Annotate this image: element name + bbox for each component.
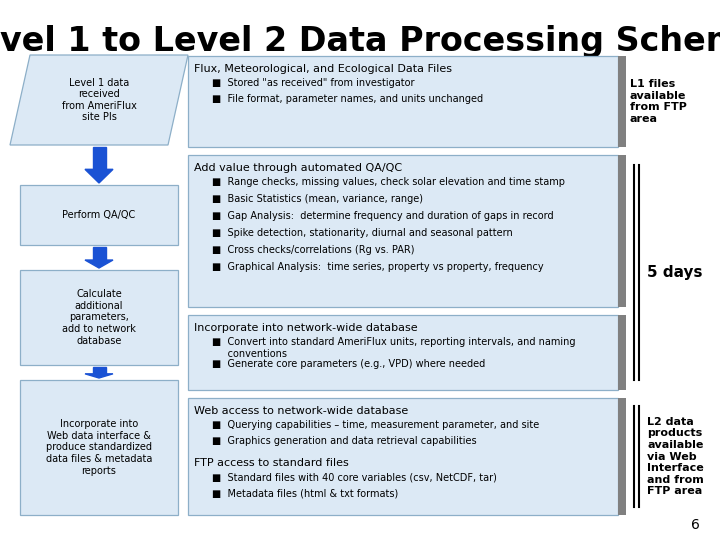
FancyBboxPatch shape xyxy=(188,398,618,515)
Text: L2 data
products
available
via Web
Interface
and from
FTP area: L2 data products available via Web Inter… xyxy=(647,417,703,496)
Text: 5 days: 5 days xyxy=(647,265,703,280)
Text: ■  Convert into standard AmeriFlux units, reporting intervals, and naming
     c: ■ Convert into standard AmeriFlux units,… xyxy=(212,337,575,359)
Polygon shape xyxy=(85,374,113,378)
Text: ■  Querying capabilities – time, measurement parameter, and site: ■ Querying capabilities – time, measurem… xyxy=(212,420,539,430)
FancyBboxPatch shape xyxy=(188,56,618,147)
Text: Level 1 data
received
from AmeriFlux
site PIs: Level 1 data received from AmeriFlux sit… xyxy=(62,78,136,123)
Text: ■  Graphics generation and data retrieval capabilities: ■ Graphics generation and data retrieval… xyxy=(212,436,477,446)
FancyBboxPatch shape xyxy=(618,398,626,515)
Text: Incorporate into network-wide database: Incorporate into network-wide database xyxy=(194,323,418,333)
FancyBboxPatch shape xyxy=(20,380,178,515)
Text: Level 1 to Level 2 Data Processing Scheme: Level 1 to Level 2 Data Processing Schem… xyxy=(0,25,720,58)
Text: ■  Gap Analysis:  determine frequency and duration of gaps in record: ■ Gap Analysis: determine frequency and … xyxy=(212,211,554,221)
FancyBboxPatch shape xyxy=(188,155,618,307)
Polygon shape xyxy=(85,260,113,268)
Text: ■  File format, parameter names, and units unchanged: ■ File format, parameter names, and unit… xyxy=(212,94,483,104)
Text: ■  Spike detection, stationarity, diurnal and seasonal pattern: ■ Spike detection, stationarity, diurnal… xyxy=(212,228,513,238)
Text: ■  Graphical Analysis:  time series, property vs property, frequency: ■ Graphical Analysis: time series, prope… xyxy=(212,262,544,272)
FancyBboxPatch shape xyxy=(618,56,626,147)
Text: ■  Generate core parameters (e.g., VPD) where needed: ■ Generate core parameters (e.g., VPD) w… xyxy=(212,359,485,369)
Text: L1 files
available
from FTP
area: L1 files available from FTP area xyxy=(630,79,687,124)
Polygon shape xyxy=(10,55,188,145)
Text: ■  Cross checks/correlations (Rg vs. PAR): ■ Cross checks/correlations (Rg vs. PAR) xyxy=(212,245,415,255)
Text: Web access to network-wide database: Web access to network-wide database xyxy=(194,406,408,416)
Text: ■  Basic Statistics (mean, variance, range): ■ Basic Statistics (mean, variance, rang… xyxy=(212,194,423,204)
Polygon shape xyxy=(85,170,113,183)
Text: ■  Stored "as received" from investigator: ■ Stored "as received" from investigator xyxy=(212,78,415,88)
Text: Flux, Meteorological, and Ecological Data Files: Flux, Meteorological, and Ecological Dat… xyxy=(194,64,452,74)
FancyBboxPatch shape xyxy=(618,155,626,307)
Text: Calculate
additional
parameters,
add to network
database: Calculate additional parameters, add to … xyxy=(62,289,136,346)
Text: Perform QA/QC: Perform QA/QC xyxy=(63,210,135,220)
Text: ■  Standard files with 40 core variables (csv, NetCDF, tar): ■ Standard files with 40 core variables … xyxy=(212,472,497,482)
Polygon shape xyxy=(92,247,106,260)
FancyBboxPatch shape xyxy=(20,185,178,245)
FancyBboxPatch shape xyxy=(618,315,626,390)
Polygon shape xyxy=(92,367,106,374)
Text: ■  Metadata files (html & txt formats): ■ Metadata files (html & txt formats) xyxy=(212,488,398,498)
Text: ■  Range checks, missing values, check solar elevation and time stamp: ■ Range checks, missing values, check so… xyxy=(212,177,565,187)
FancyBboxPatch shape xyxy=(20,270,178,365)
Text: 6: 6 xyxy=(691,518,700,532)
FancyBboxPatch shape xyxy=(188,315,618,390)
Text: FTP access to standard files: FTP access to standard files xyxy=(194,458,348,468)
Text: Add value through automated QA/QC: Add value through automated QA/QC xyxy=(194,163,402,173)
Text: Incorporate into
Web data interface &
produce standardized
data files & metadata: Incorporate into Web data interface & pr… xyxy=(46,419,152,476)
Polygon shape xyxy=(92,147,106,170)
